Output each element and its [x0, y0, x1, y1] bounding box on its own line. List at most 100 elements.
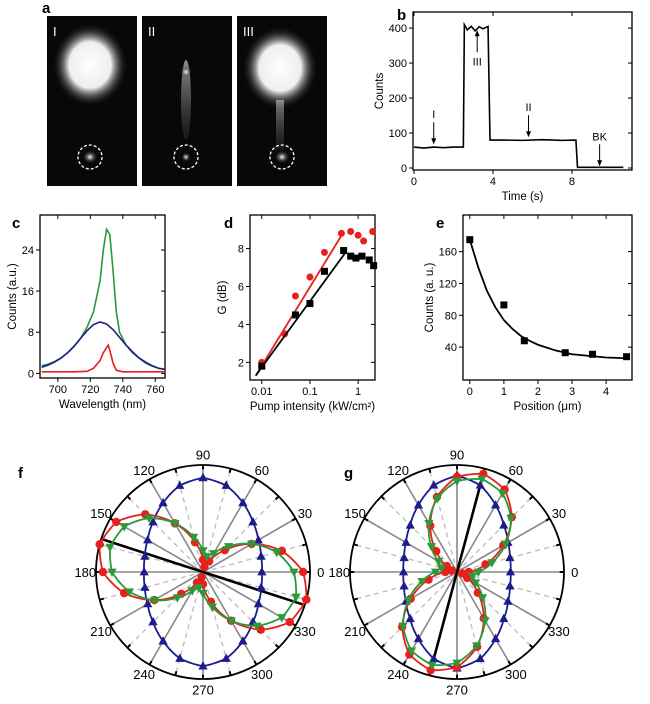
data-point — [256, 551, 266, 560]
data-point — [500, 301, 508, 309]
data-point — [198, 590, 208, 599]
data-point — [588, 350, 596, 358]
data-point — [405, 520, 415, 529]
data-point — [429, 653, 439, 663]
y-tick-label: 8 — [238, 244, 244, 256]
data-point — [490, 633, 501, 643]
y-axis-label: Counts — [374, 73, 386, 110]
data-point — [148, 616, 158, 626]
y-tick-label: 2 — [238, 357, 244, 369]
data-point — [505, 581, 515, 590]
panel-label-g: g — [344, 465, 353, 482]
angle-label: 210 — [90, 624, 112, 639]
angle-label: 210 — [344, 624, 366, 639]
data-point — [499, 613, 509, 623]
data-point — [238, 636, 248, 645]
data-point — [257, 566, 267, 576]
data-point — [337, 229, 345, 237]
data-point — [457, 569, 467, 578]
arrow-head — [597, 160, 603, 167]
angle-label: 330 — [548, 624, 570, 639]
dashed-circle-marker — [173, 144, 199, 170]
chart-e: 0 1 2 3 4 40 80 120 160 Position (μm) Counts (a. u… — [424, 214, 633, 413]
angle-label: 180 — [74, 565, 96, 580]
x-tick-label: 8 — [569, 176, 575, 188]
data-point — [202, 553, 212, 562]
fit-line-0 — [468, 239, 627, 360]
y-tick-label: 400 — [389, 23, 407, 35]
data-point — [247, 540, 257, 549]
data-point — [432, 494, 442, 504]
data-point — [354, 231, 362, 239]
data-point — [144, 514, 154, 524]
angle-label: 30 — [298, 506, 312, 521]
panel-label-a: a — [42, 0, 51, 17]
data-point — [520, 337, 528, 345]
data-point — [291, 292, 299, 300]
data-point — [398, 566, 409, 576]
x-tick-label: 0.01 — [251, 386, 272, 398]
y-tick-label: 6 — [238, 282, 244, 294]
data-point — [148, 517, 158, 526]
angle-label: 180 — [328, 565, 350, 580]
data-point — [370, 262, 378, 270]
series-line-0 — [413, 21, 624, 169]
annotation-label: BK — [592, 131, 607, 143]
data-point — [198, 547, 208, 556]
data-point — [352, 254, 360, 262]
data-point — [140, 582, 150, 591]
radial-grid-line — [363, 517, 458, 573]
plot-frame — [39, 214, 166, 379]
annotation-label: III — [473, 56, 482, 68]
data-point — [561, 349, 569, 357]
panel-label-d: d — [224, 215, 233, 232]
data-point — [505, 566, 516, 576]
data-point — [277, 614, 287, 623]
data-point — [452, 477, 462, 487]
data-point — [427, 661, 437, 671]
dashed-circle-marker — [77, 144, 103, 170]
y-tick-label: 300 — [389, 58, 407, 70]
y-axis-label: Counts (a. u.) — [424, 262, 436, 332]
data-point — [429, 480, 439, 489]
plot-frame — [412, 11, 633, 171]
data-point — [302, 595, 311, 604]
angle-label: 0 — [571, 565, 578, 580]
chart-g: 0 30 60 90 120 150 180 210 240 270 300 330 — [328, 447, 578, 697]
data-point — [291, 593, 301, 602]
orientation-line — [100, 537, 306, 607]
data-point — [347, 228, 355, 235]
x-tick-label: 3 — [569, 386, 575, 398]
data-point — [452, 659, 462, 668]
data-point — [221, 653, 231, 662]
y-tick-label: 40 — [445, 342, 457, 354]
data-point — [399, 581, 409, 590]
data-point — [149, 596, 159, 606]
y-tick-label: 16 — [22, 286, 34, 298]
data-point — [119, 523, 129, 532]
x-axis-label: Position (μm) — [514, 401, 582, 413]
data-point — [320, 248, 328, 256]
data-point — [433, 557, 444, 567]
data-point — [403, 596, 413, 606]
y-tick-label: 80 — [445, 310, 457, 322]
panel-label-e: e — [436, 215, 444, 232]
image-I: I — [47, 16, 137, 186]
data-point — [223, 543, 234, 552]
data-point — [472, 642, 482, 651]
data-point — [430, 568, 441, 578]
data-point — [447, 566, 457, 575]
x-tick-label: 0 — [467, 386, 473, 398]
data-point — [466, 236, 474, 244]
y-tick-label: 0 — [28, 368, 34, 380]
data-point — [401, 537, 411, 546]
series-line-0 — [41, 227, 166, 371]
data-point — [285, 617, 294, 627]
arrow-head — [474, 30, 480, 37]
data-point — [238, 497, 248, 507]
arrow-head — [526, 131, 532, 138]
angle-label: 120 — [133, 463, 155, 478]
polar-frame — [349, 464, 565, 680]
image-III: III — [237, 16, 327, 186]
data-point — [256, 582, 266, 591]
